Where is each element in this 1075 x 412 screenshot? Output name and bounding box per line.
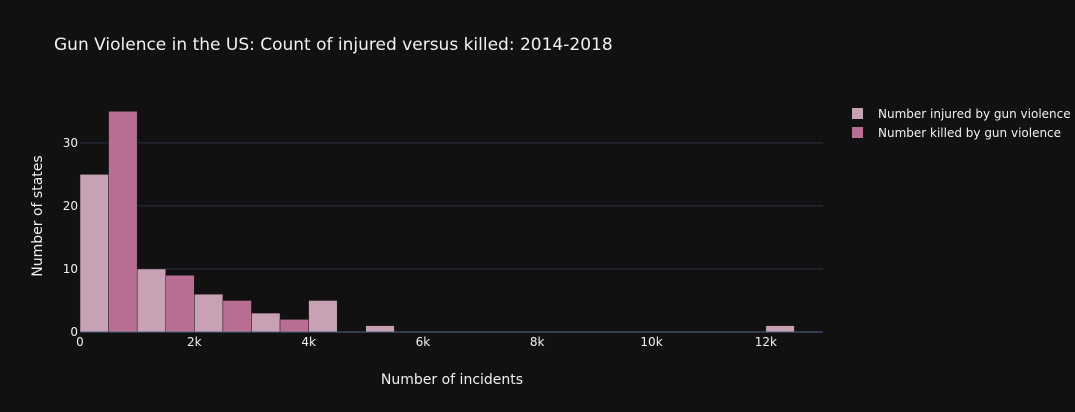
- bar: [194, 293, 224, 333]
- bars: [79, 111, 795, 333]
- legend-swatch[interactable]: [852, 108, 863, 119]
- bar: [79, 174, 109, 333]
- bar: [108, 111, 138, 333]
- x-tick-label: 12k: [755, 335, 777, 349]
- x-axis-title: Number of incidents: [381, 372, 523, 388]
- legend: Number injured by gun violence Number kil…: [852, 107, 1071, 140]
- bar: [365, 325, 395, 333]
- y-tick-label: 10: [63, 262, 78, 276]
- chart-title: Gun Violence in the US: Count of injured…: [54, 35, 613, 55]
- x-tick-label: 6k: [416, 335, 431, 349]
- legend-label[interactable]: Number injured by gun violence: [878, 107, 1071, 121]
- x-tick-label: 0: [76, 335, 84, 349]
- x-tick-label: 2k: [187, 335, 202, 349]
- x-tick-label: 8k: [530, 335, 545, 349]
- bar: [279, 319, 309, 333]
- bar: [136, 268, 166, 333]
- x-axis-ticks: 0 2k 4k 6k 8k 10k 12k: [76, 335, 777, 349]
- legend-swatch[interactable]: [852, 127, 863, 138]
- y-axis-ticks: 0 10 20 30: [63, 136, 78, 339]
- bar: [222, 300, 252, 333]
- bar: [765, 325, 795, 333]
- y-tick-label: 30: [63, 136, 78, 150]
- grid-lines: [80, 142, 823, 270]
- bar: [251, 312, 281, 333]
- y-tick-label: 20: [63, 199, 78, 213]
- x-tick-label: 10k: [640, 335, 662, 349]
- y-tick-label: 0: [70, 325, 78, 339]
- bar: [165, 275, 195, 333]
- x-tick-label: 4k: [301, 335, 316, 349]
- bar: [308, 300, 338, 333]
- y-axis-title: Number of states: [30, 155, 46, 276]
- legend-label[interactable]: Number killed by gun violence: [878, 126, 1061, 140]
